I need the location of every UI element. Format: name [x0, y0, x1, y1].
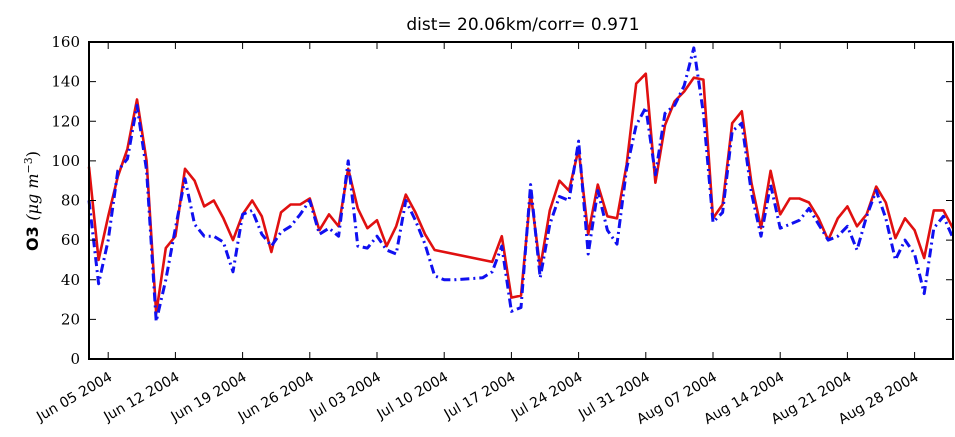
- plot-frame: [88, 41, 954, 360]
- y-axis-label-exponent: −3: [22, 157, 35, 173]
- y-axis-label-close: ): [23, 151, 42, 157]
- x-tick-label: Jun 12 2004: [100, 369, 182, 426]
- y-tick-label: 80: [61, 192, 80, 210]
- x-tick-label: Jul 03 2004: [306, 369, 384, 423]
- y-tick-label: 140: [51, 73, 80, 91]
- y-tick-label: 120: [51, 112, 80, 130]
- series-line-2-dashdot: [87, 46, 955, 323]
- x-tick-label: Jul 24 2004: [508, 369, 586, 423]
- y-tick-label: 0: [70, 350, 80, 368]
- x-tick-label: Jun 26 2004: [235, 369, 317, 426]
- y-tick-label: 160: [51, 33, 80, 51]
- y-ticks: 0 20 40 60 80 100 120 140 160: [51, 33, 953, 368]
- y-axis-label: O3 (μg m−3): [22, 151, 42, 251]
- x-tick-label: Jul 17 2004: [441, 369, 519, 423]
- chart-title: dist= 20.06km/corr= 0.971: [406, 15, 639, 35]
- y-axis-label-main: O3: [23, 226, 42, 251]
- y-tick-label: 20: [61, 310, 80, 328]
- series-layer: [87, 46, 955, 323]
- y-tick-label: 40: [61, 271, 80, 289]
- y-tick-label: 60: [61, 231, 80, 249]
- x-tick-label: Jul 10 2004: [374, 369, 452, 423]
- x-tick-label: Jun 05 2004: [33, 369, 115, 426]
- y-axis-label-unit: (μg m: [23, 174, 42, 221]
- x-tick-label: Jun 19 2004: [168, 369, 250, 426]
- series-line-1-solid: [87, 72, 955, 315]
- y-tick-label: 100: [51, 152, 80, 170]
